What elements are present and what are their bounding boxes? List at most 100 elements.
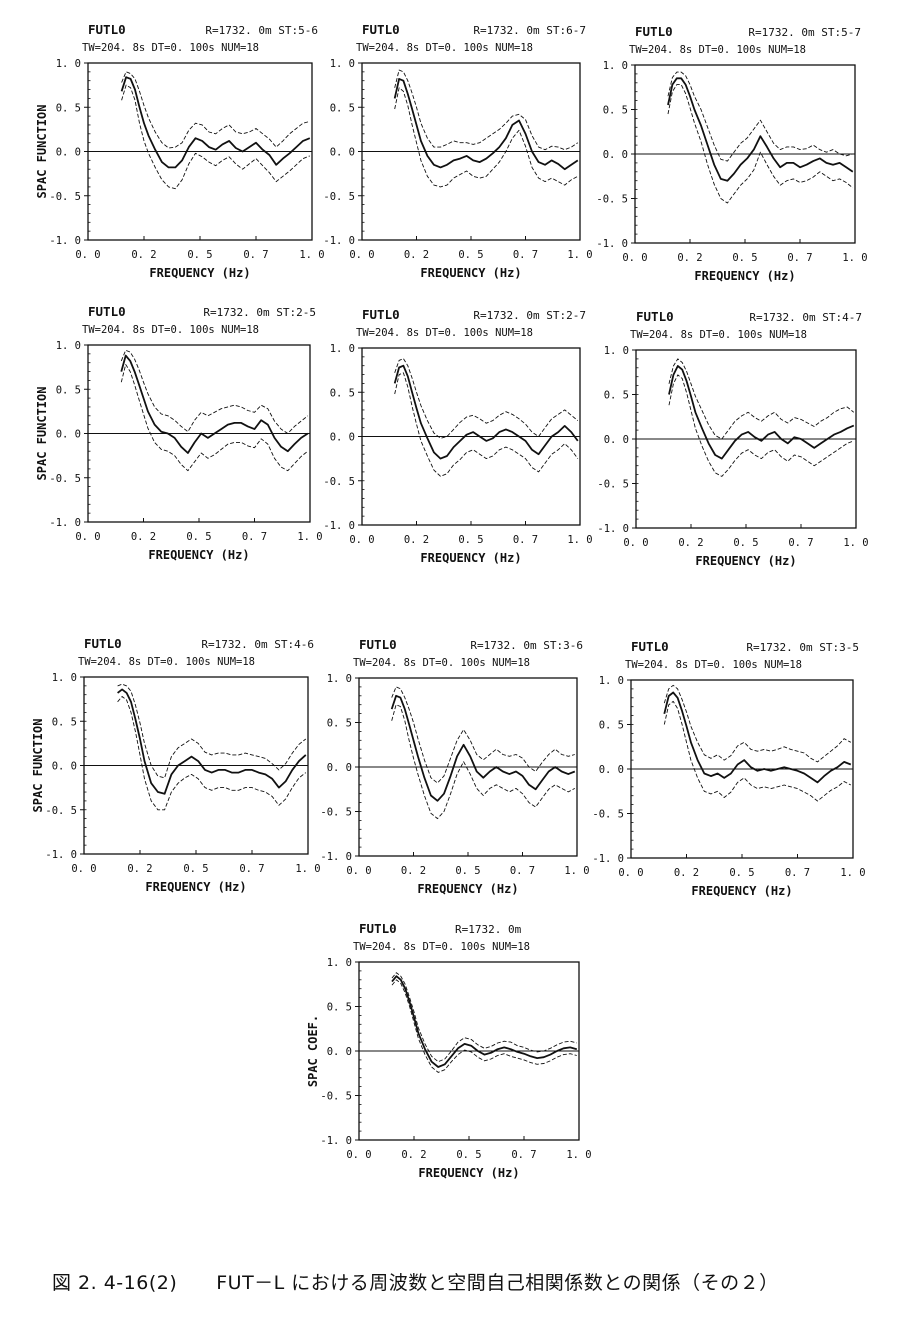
x-axis-label: FREQUENCY (Hz)	[417, 882, 518, 896]
chart-site-label: FUTL0	[359, 921, 397, 936]
chart-radius-station-label: R=1732. 0m ST:6-7	[473, 24, 586, 37]
spac-chart: FUTL0 R=1732. 0m ST:2-7 TW=204. 8s DT=0. 1…	[323, 307, 592, 565]
x-tick-label: 0. 5	[186, 531, 211, 543]
x-tick-label: 0. 2	[401, 1149, 426, 1161]
spac-chart: FUTL0 R=1732. 0m ST:5-7 TW=204. 8s DT=0. 1…	[596, 24, 867, 283]
series-lower-line	[391, 704, 576, 820]
x-tick-label: 0. 5	[733, 537, 758, 549]
chart-params-label: TW=204. 8s DT=0. 100s NUM=18	[82, 324, 259, 336]
y-axis-label: SPAC FUNCTION	[31, 719, 45, 813]
series-lower-line	[663, 700, 852, 802]
chart-radius-station-label: R=1732. 0m ST:2-5	[203, 306, 316, 319]
y-tick-label: 0. 0	[56, 429, 81, 441]
y-tick-label: 0. 0	[599, 764, 624, 776]
y-tick-label: 0. 5	[599, 720, 624, 732]
x-tick-label: 0. 2	[404, 534, 429, 546]
chart-radius-station-label: R=1732. 0m ST:3-6	[470, 639, 583, 652]
y-tick-label: 1. 0	[56, 58, 81, 70]
x-axis-label: FREQUENCY (Hz)	[691, 884, 792, 898]
y-tick-label: 0. 5	[603, 105, 628, 117]
x-tick-label: 0. 2	[677, 252, 702, 264]
y-tick-label: 0. 0	[604, 434, 629, 446]
x-tick-label: 1. 0	[842, 252, 867, 264]
y-tick-label: 0. 5	[604, 390, 629, 402]
x-tick-label: 0. 7	[242, 531, 267, 543]
series-mean-line	[117, 688, 307, 795]
x-tick-label: 0. 5	[458, 534, 483, 546]
chart-params-label: TW=204. 8s DT=0. 100s NUM=18	[356, 42, 533, 54]
y-tick-label: -1. 0	[592, 853, 624, 865]
chart-site-label: FUTL0	[88, 22, 126, 37]
series-mean-line	[393, 364, 579, 460]
series-lower-line	[121, 84, 310, 190]
y-tick-label: 1. 0	[327, 957, 352, 969]
spac-chart: FUTL0 R=1732. 0m ST:3-6 TW=204. 8s DT=0. 1…	[320, 637, 589, 896]
x-axis-label: FREQUENCY (Hz)	[420, 551, 521, 565]
chart-params-label: TW=204. 8s DT=0. 100s NUM=18	[630, 329, 807, 341]
x-tick-label: 0. 2	[401, 865, 426, 877]
x-tick-label: 1. 0	[843, 537, 868, 549]
series-upper-line	[120, 349, 309, 434]
y-tick-label: 0. 5	[330, 102, 355, 114]
x-tick-label: 0. 0	[618, 867, 643, 879]
y-tick-label: 1. 0	[52, 672, 77, 684]
series-upper-line	[668, 358, 855, 440]
series-mean-line	[390, 694, 576, 802]
series-upper-line	[663, 684, 852, 763]
series-mean-line	[391, 975, 578, 1068]
y-tick-label: 0. 0	[603, 149, 628, 161]
series-mean-line	[663, 691, 852, 784]
chart-site-label: FUTL0	[362, 22, 400, 37]
spac-chart: FUTL0 R=1732. 0m ST:4-6 TW=204. 8s DT=0. 1…	[31, 636, 321, 894]
y-tick-label: -0. 5	[592, 809, 624, 821]
x-tick-label: 1. 0	[564, 865, 589, 877]
y-tick-label: -1. 0	[323, 520, 355, 532]
y-tick-label: 0. 0	[327, 1046, 352, 1058]
x-tick-label: 0. 5	[732, 252, 757, 264]
x-tick-label: 0. 0	[346, 1149, 371, 1161]
chart-site-label: FUTL0	[84, 636, 122, 651]
y-tick-label: -1. 0	[597, 523, 629, 535]
x-tick-label: 0. 5	[458, 249, 483, 261]
chart-params-label: TW=204. 8s DT=0. 100s NUM=18	[353, 941, 530, 953]
series-lower-line	[391, 979, 577, 1073]
chart-radius-station-label: R=1732. 0m ST:5-6	[205, 24, 318, 37]
x-tick-label: 0. 7	[239, 863, 264, 875]
x-tick-label: 0. 0	[623, 537, 648, 549]
y-tick-label: 0. 5	[327, 1002, 352, 1014]
x-tick-label: 0. 7	[785, 867, 810, 879]
series-upper-line	[394, 69, 579, 151]
y-tick-label: -1. 0	[320, 851, 352, 863]
series-upper-line	[394, 358, 579, 439]
series-upper-line	[667, 71, 853, 162]
series-upper-line	[391, 686, 575, 784]
y-tick-label: 0. 0	[327, 762, 352, 774]
spac-chart: FUTL0 R=1732. 0m ST:2-5 TW=204. 8s DT=0. 1…	[35, 304, 323, 562]
y-tick-label: -1. 0	[596, 238, 628, 250]
y-tick-label: -0. 5	[596, 194, 628, 206]
x-tick-label: 1. 0	[295, 863, 320, 875]
y-tick-label: 0. 0	[330, 147, 355, 159]
spac-chart: FUTL0 R=1732. 0m ST:4-7 TW=204. 8s DT=0. 1…	[597, 309, 868, 568]
chart-params-label: TW=204. 8s DT=0. 100s NUM=18	[82, 42, 259, 54]
x-tick-label: 0. 2	[678, 537, 703, 549]
x-axis-label: FREQUENCY (Hz)	[418, 1166, 519, 1180]
x-tick-label: 0. 2	[404, 249, 429, 261]
series-lower-line	[394, 87, 579, 188]
x-tick-label: 0. 0	[622, 252, 647, 264]
y-tick-label: -0. 5	[320, 1091, 352, 1103]
y-tick-label: 1. 0	[330, 58, 355, 70]
chart-params-label: TW=204. 8s DT=0. 100s NUM=18	[353, 657, 530, 669]
y-axis-label: SPAC FUNCTION	[35, 387, 49, 481]
series-upper-line	[121, 71, 310, 149]
y-tick-label: 0. 0	[330, 432, 355, 444]
chart-radius-station-label: R=1732. 0m ST:3-5	[746, 641, 859, 654]
x-tick-label: 0. 0	[346, 865, 371, 877]
x-tick-label: 0. 0	[349, 249, 374, 261]
y-tick-label: 0. 5	[330, 387, 355, 399]
x-tick-label: 0. 7	[788, 537, 813, 549]
y-tick-label: -1. 0	[49, 517, 81, 529]
y-tick-label: 1. 0	[327, 673, 352, 685]
x-tick-label: 0. 5	[187, 249, 212, 261]
